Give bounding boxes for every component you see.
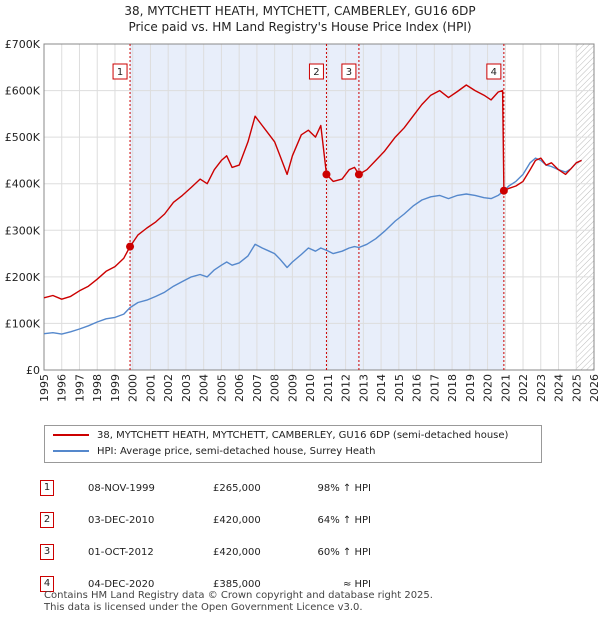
legend-label-price: 38, MYTCHETT HEATH, MYTCHETT, CAMBERLEY,… bbox=[97, 430, 509, 441]
x-tick-label: 2013 bbox=[357, 374, 370, 402]
transactions-table: 1 08-NOV-1999 £265,000 98% ↑ HPI 2 03-DE… bbox=[40, 472, 371, 600]
x-tick-label: 2024 bbox=[553, 374, 566, 402]
x-tick-label: 2017 bbox=[428, 374, 441, 402]
x-tick-label: 2001 bbox=[144, 374, 157, 402]
transaction-hpi: 64% ↑ HPI bbox=[317, 514, 371, 526]
x-tick-label: 2007 bbox=[251, 374, 264, 402]
transaction-label-box bbox=[112, 63, 128, 80]
transaction-date: 08-NOV-1999 bbox=[88, 482, 155, 494]
x-tick-label: 2002 bbox=[162, 374, 175, 402]
y-tick-label: £700K bbox=[5, 38, 41, 51]
transaction-label: 3 bbox=[346, 67, 352, 78]
table-row: 2 03-DEC-2010 £420,000 64% ↑ HPI bbox=[40, 504, 371, 536]
footer-copyright: Contains HM Land Registry data © Crown c… bbox=[44, 590, 433, 601]
x-tick-label: 2023 bbox=[535, 374, 548, 402]
x-tick-label: 2019 bbox=[464, 374, 477, 402]
transaction-price: £420,000 bbox=[213, 514, 261, 526]
x-tick-label: 2003 bbox=[180, 374, 193, 402]
y-tick-label: £500K bbox=[5, 131, 41, 144]
price-line bbox=[43, 84, 582, 300]
y-tick-label: £200K bbox=[5, 271, 41, 284]
transaction-label-box bbox=[308, 63, 324, 80]
legend-item-price: 38, MYTCHETT HEATH, MYTCHETT, CAMBERLEY,… bbox=[53, 429, 508, 443]
legend: 38, MYTCHETT HEATH, MYTCHETT, CAMBERLEY,… bbox=[44, 425, 542, 463]
table-row: 3 01-OCT-2012 £420,000 60% ↑ HPI bbox=[40, 536, 371, 568]
transaction-price: £385,000 bbox=[213, 578, 261, 590]
x-tick-label: 2020 bbox=[482, 374, 495, 402]
x-tick-label: 2000 bbox=[127, 374, 140, 402]
transaction-hpi: 98% ↑ HPI bbox=[317, 482, 371, 494]
transaction-label: 4 bbox=[491, 67, 497, 78]
transaction-label: 1 bbox=[117, 67, 123, 78]
hpi-line bbox=[43, 157, 582, 335]
footer-licence: This data is licensed under the Open Gov… bbox=[44, 602, 363, 613]
table-row: 1 08-NOV-1999 £265,000 98% ↑ HPI bbox=[40, 472, 371, 504]
transaction-date: 04-DEC-2020 bbox=[88, 578, 155, 590]
legend-item-hpi: HPI: Average price, semi-detached house,… bbox=[53, 445, 375, 459]
footer: Contains HM Land Registry data © Crown c… bbox=[44, 590, 433, 614]
x-tick-label: 2006 bbox=[233, 374, 246, 402]
transaction-point bbox=[354, 170, 363, 179]
transaction-date: 01-OCT-2012 bbox=[88, 546, 154, 558]
chart-title: 38, MYTCHETT HEATH, MYTCHETT, CAMBERLEY,… bbox=[124, 4, 476, 18]
legend-swatch-hpi bbox=[53, 450, 89, 452]
x-tick-label: 1998 bbox=[91, 374, 104, 402]
y-tick-label: £100K bbox=[5, 317, 41, 330]
x-tick-label: 1995 bbox=[38, 374, 51, 402]
transaction-point bbox=[126, 242, 135, 251]
x-tick-label: 2011 bbox=[322, 374, 335, 402]
y-tick-label: £300K bbox=[5, 224, 41, 237]
x-tick-label: 2005 bbox=[215, 374, 228, 402]
plot-frame bbox=[43, 43, 595, 371]
legend-label-hpi: HPI: Average price, semi-detached house,… bbox=[97, 446, 376, 457]
transaction-label-box bbox=[341, 63, 357, 80]
x-tick-label: 1996 bbox=[56, 374, 69, 402]
x-tick-label: 2012 bbox=[340, 374, 353, 402]
transaction-point bbox=[322, 170, 331, 179]
price-chart: £0 £100K £200K £300K £400K £500K £600K £700K 199… bbox=[5, 38, 600, 402]
x-tick-label: 2025 bbox=[570, 374, 583, 402]
transaction-hpi: 60% ↑ HPI bbox=[317, 546, 371, 558]
x-tick-label: 2010 bbox=[304, 374, 317, 402]
transaction-hpi: ≈ HPI bbox=[342, 578, 371, 590]
x-tick-label: 2004 bbox=[198, 374, 211, 402]
table-row: 4 04-DEC-2020 £385,000 ≈ HPI bbox=[40, 568, 371, 600]
transaction-price: £265,000 bbox=[213, 482, 261, 494]
legend-swatch-price bbox=[53, 434, 89, 436]
x-tick-label: 2016 bbox=[411, 374, 424, 402]
transaction-number: 4 bbox=[40, 576, 54, 592]
transaction-date: 03-DEC-2010 bbox=[88, 514, 155, 526]
chart-subtitle: Price paid vs. HM Land Registry's House … bbox=[128, 20, 472, 34]
x-tick-label: 2008 bbox=[269, 374, 282, 402]
x-tick-label: 2014 bbox=[375, 374, 388, 402]
transaction-label-box bbox=[486, 63, 502, 80]
transaction-point bbox=[499, 186, 508, 195]
y-tick-label: £600K bbox=[5, 85, 41, 98]
y-tick-label: £400K bbox=[5, 178, 41, 191]
transaction-number: 1 bbox=[40, 480, 54, 496]
transaction-label: 2 bbox=[313, 67, 319, 78]
x-tick-label: 1999 bbox=[109, 374, 122, 402]
x-tick-label: 2009 bbox=[286, 374, 299, 402]
y-tick-label: £0 bbox=[26, 364, 40, 377]
x-tick-label: 1997 bbox=[73, 374, 86, 402]
hatched-region bbox=[576, 44, 594, 370]
x-tick-label: 2026 bbox=[588, 374, 600, 402]
x-tick-label: 2015 bbox=[393, 374, 406, 402]
transaction-number: 3 bbox=[40, 544, 54, 560]
ownership-shading bbox=[130, 44, 504, 370]
transaction-price: £420,000 bbox=[213, 546, 261, 558]
x-tick-label: 2018 bbox=[446, 374, 459, 402]
transaction-number: 2 bbox=[40, 512, 54, 528]
x-tick-label: 2021 bbox=[499, 374, 512, 402]
x-tick-label: 2022 bbox=[517, 374, 530, 402]
